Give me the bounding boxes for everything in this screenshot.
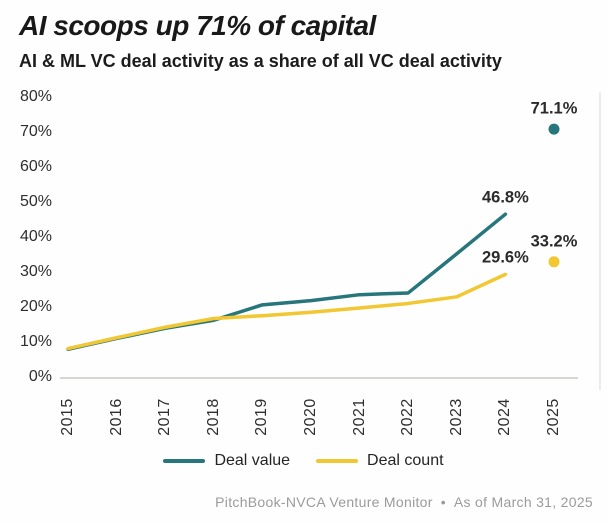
x-tick-label: 2020: [302, 398, 319, 436]
y-tick-label: 0%: [28, 368, 52, 385]
legend-item-deal-value: Deal value: [163, 452, 290, 470]
x-tick-label: 2019: [253, 398, 271, 436]
x-tick-label: 2023: [447, 398, 465, 436]
x-tick-label: 2015: [59, 398, 76, 436]
as-of-date: As of March 31, 2025: [453, 494, 593, 510]
y-tick-label: 70%: [19, 123, 52, 140]
annotation-71.1%: 71.1%: [530, 99, 578, 118]
legend-item-deal-count: Deal count: [316, 452, 444, 470]
x-tick-label: 2016: [107, 398, 125, 436]
deal-count-2025-dot: [548, 256, 560, 268]
annotation-29.6%: 29.6%: [481, 248, 529, 267]
y-tick-label: 30%: [19, 263, 52, 280]
separator-dot: •: [440, 494, 446, 510]
x-tick-label: 2018: [204, 398, 222, 436]
deal-value-2025-dot: [548, 123, 560, 135]
source-attribution: PitchBook-NVCA Venture Monitor • As of Mar…: [215, 494, 593, 510]
x-tick-label: 2025: [545, 398, 562, 436]
x-tick-label: 2021: [350, 398, 368, 436]
chart-subtitle: AI & ML VC deal activity as a share of a…: [19, 51, 502, 71]
chart-title: AI scoops up 71% of capital: [19, 10, 376, 41]
deal-count-swatch-icon: [316, 459, 359, 463]
legend-label-deal-count: Deal count: [367, 452, 444, 469]
series-line-deal-count: [66, 272, 508, 351]
legend: Deal value Deal count: [0, 452, 607, 470]
legend-label-deal-value: Deal value: [214, 452, 291, 469]
source-name: PitchBook-NVCA Venture Monitor: [215, 494, 433, 510]
y-tick-label: 40%: [19, 228, 52, 245]
y-tick-label: 10%: [19, 333, 52, 350]
y-tick-label: 60%: [19, 158, 52, 175]
y-tick-label: 80%: [19, 88, 52, 105]
y-tick-label: 20%: [19, 298, 52, 315]
x-tick-label: 2022: [399, 398, 417, 436]
series-line-deal-value: [66, 212, 508, 352]
y-tick-label: 50%: [19, 193, 52, 210]
annotation-46.8%: 46.8%: [481, 188, 529, 207]
x-tick-label: 2024: [496, 398, 514, 436]
x-tick-label: 2017: [156, 398, 174, 436]
deal-value-swatch-icon: [163, 459, 206, 463]
annotation-33.2%: 33.2%: [530, 232, 578, 251]
